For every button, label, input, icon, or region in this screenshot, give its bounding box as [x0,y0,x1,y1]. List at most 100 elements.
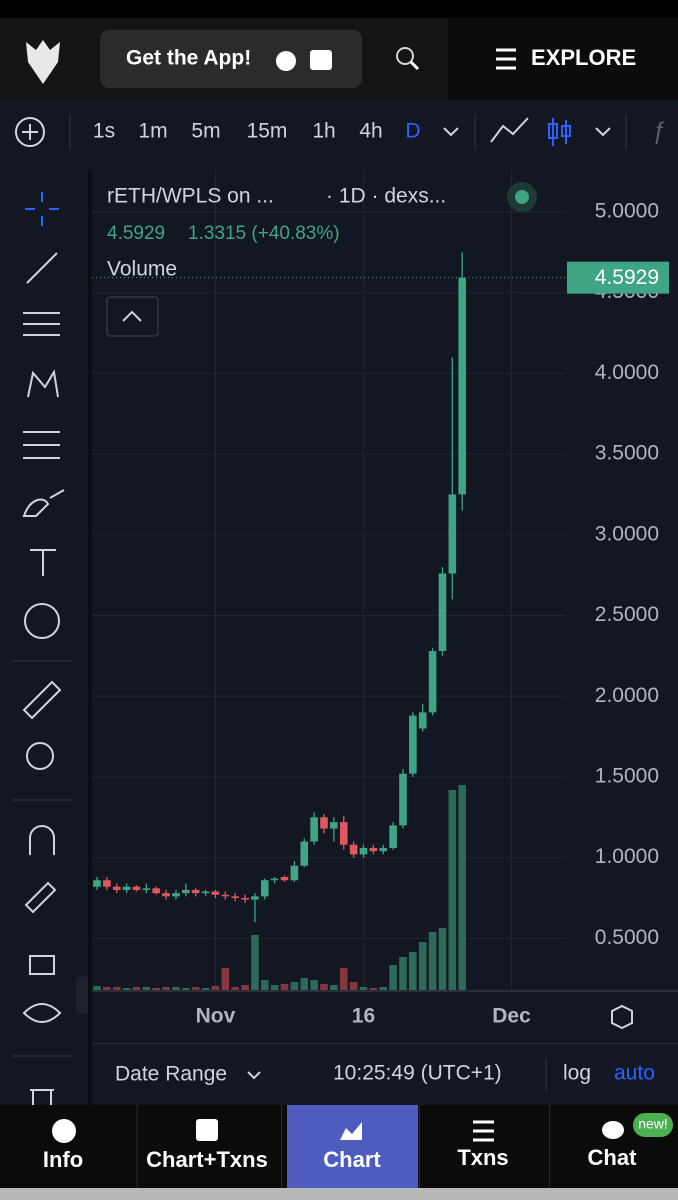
y-tick-label: 1.5000 [595,764,659,787]
candle-body [162,893,170,897]
date-range[interactable]: Date Range [115,1063,227,1086]
time-axis-line [92,990,678,992]
y-tick-label: 2.0000 [595,684,659,707]
date-range-chevron [247,1071,261,1080]
volume-bar [182,988,190,990]
nav-tab[interactable]: Chart [323,1147,381,1172]
status-bar [0,0,678,18]
brush-tool[interactable] [22,489,65,517]
candle-icon-wick [552,118,567,146]
y-tick-label: 3.5000 [595,442,659,465]
interval-button[interactable]: 1m [138,120,167,143]
pattern-tool[interactable] [27,369,59,398]
y-tick-label: 2.5000 [595,603,659,626]
prediction-tool[interactable] [23,431,60,459]
volume-bar [162,987,170,990]
volume-bar [270,985,279,990]
candle-body [191,889,200,894]
get-app-button[interactable] [100,30,362,88]
separator [88,170,92,1105]
volume-bar [172,987,180,990]
lock-tool[interactable] [29,955,55,975]
crosshair-tool[interactable] [25,192,59,226]
fib-tool[interactable] [23,312,60,336]
candle-icon [561,125,571,137]
hide-tool[interactable] [22,1003,62,1023]
lock-draw-tool[interactable] [24,881,57,914]
chart-type-dropdown[interactable] [595,127,611,137]
volume-bar [310,980,318,990]
plus [22,124,38,140]
line-chart-icon[interactable] [490,117,529,143]
candle-body [418,712,427,729]
zoom-tool[interactable] [26,742,54,770]
footer-divider [92,1043,678,1044]
interval-button[interactable]: 1s [93,120,115,143]
candle-body [211,891,220,895]
x-tick-label: Nov [196,1005,236,1028]
add-indicator[interactable] [15,117,45,147]
interval-button[interactable]: 15m [247,120,288,143]
chevron-up [122,310,142,322]
candle-body [320,817,328,829]
collapse-toolbar[interactable] [76,976,90,1014]
candle-body [112,886,121,890]
chat-icon [602,1121,624,1139]
x-tick-label: 16 [352,1005,375,1028]
candle-body [132,886,141,890]
candle-body [270,878,279,881]
trend-line-tool[interactable] [26,252,58,284]
search-icon[interactable] [396,47,414,65]
magnet-tool[interactable] [29,825,55,855]
candle-body [280,877,289,881]
candle-body [172,893,180,897]
candle-body [409,715,417,774]
emoji-tool[interactable] [24,603,60,639]
explore-button[interactable]: EXPLORE [531,45,636,70]
volume-bar [221,968,230,990]
candle-body [458,277,466,495]
new-badge-text: new! [638,1116,668,1132]
candle-icon[interactable] [548,123,558,139]
y-tick-label: 0.5000 [595,926,659,949]
fx-icon[interactable]: ƒ [652,117,665,144]
y-tick-label: 3.0000 [595,522,659,545]
trash-tool[interactable] [30,1089,54,1105]
interval-button[interactable]: D [405,120,420,143]
ruler-tool[interactable] [22,680,62,720]
candle-body [399,773,407,826]
volume-bar [122,988,131,990]
nav-tab[interactable]: Chart+Txns [146,1147,268,1172]
candle-body [438,573,447,652]
candle-body [231,896,239,898]
candle-body [349,844,358,855]
volume-bar [112,987,121,990]
volume-bar [231,987,239,990]
nav-tab[interactable]: Chat [588,1145,638,1170]
candle-body [330,822,338,829]
chart-background [0,162,678,1105]
logo[interactable] [26,40,60,84]
candle-body [428,651,437,713]
nav-tab[interactable]: Info [43,1147,83,1172]
log-toggle[interactable]: log [563,1062,591,1085]
volume-bar [211,986,220,990]
candle-body [359,847,368,855]
settings-icon[interactable] [611,1004,633,1030]
legend-price: 4.5929 [107,223,165,244]
interval-dropdown[interactable] [443,127,459,137]
chart-txns-icon [196,1119,218,1141]
interval-button[interactable]: 4h [359,120,382,143]
interval-button[interactable]: 5m [191,120,220,143]
nav-tab[interactable]: Txns [457,1145,508,1170]
collapse-legend[interactable] [106,296,159,337]
interval-button[interactable]: 1h [312,120,335,143]
candle-body [448,494,457,574]
auto-toggle[interactable]: auto [614,1062,655,1085]
volume-bar [428,932,437,990]
candle-body [152,888,161,894]
text-tool[interactable] [30,549,56,576]
explore-area [448,18,678,100]
volume-bar [290,982,299,990]
